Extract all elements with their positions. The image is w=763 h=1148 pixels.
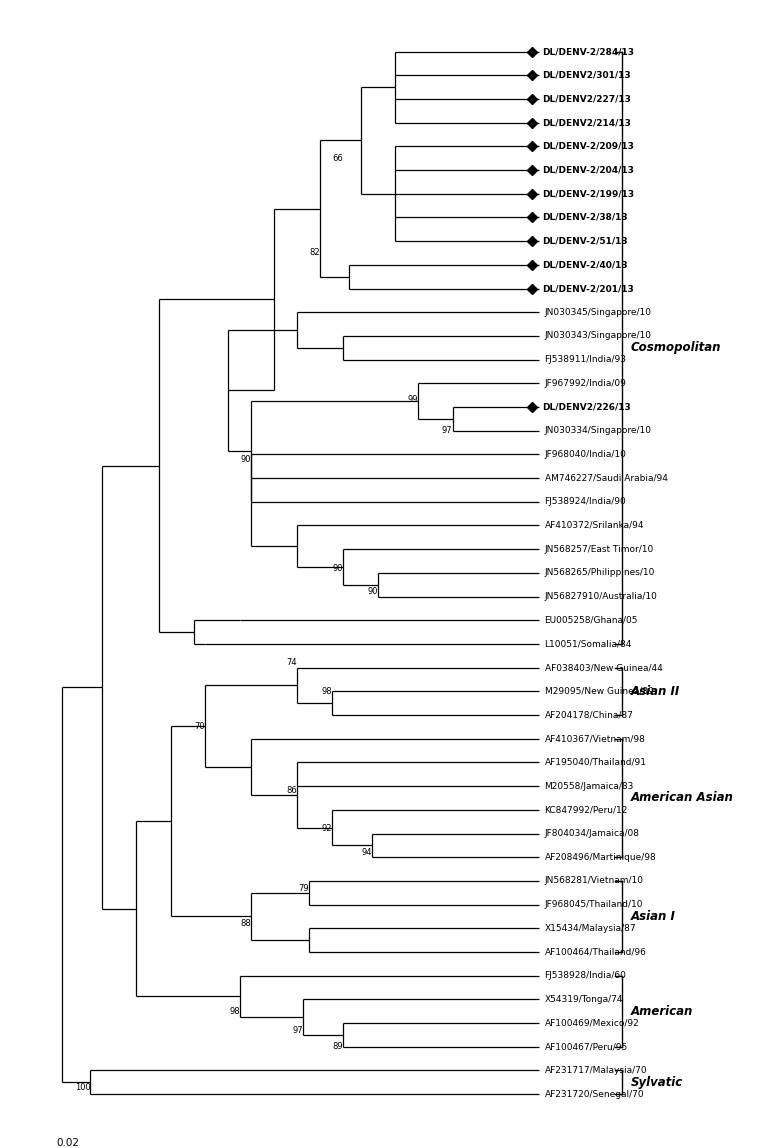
Text: DL/DENV-2/38/13: DL/DENV-2/38/13 bbox=[542, 212, 627, 222]
Text: JN568265/Philippines/10: JN568265/Philippines/10 bbox=[545, 568, 655, 577]
Text: 66: 66 bbox=[333, 154, 343, 163]
Text: JF967992/India/09: JF967992/India/09 bbox=[545, 379, 626, 388]
Text: 90: 90 bbox=[333, 564, 343, 573]
Text: DL/DENV-2/40/13: DL/DENV-2/40/13 bbox=[542, 261, 627, 270]
Text: EU005258/Ghana/05: EU005258/Ghana/05 bbox=[545, 615, 638, 625]
Text: 98: 98 bbox=[229, 1007, 240, 1016]
Text: L10051/Somalia/84: L10051/Somalia/84 bbox=[545, 639, 632, 649]
Text: Asian II: Asian II bbox=[631, 685, 680, 698]
Text: FJ538911/India/93: FJ538911/India/93 bbox=[545, 355, 626, 364]
Text: M29095/New Guinea/89: M29095/New Guinea/89 bbox=[545, 687, 653, 696]
Text: AF231720/Senegal/70: AF231720/Senegal/70 bbox=[545, 1089, 644, 1099]
Text: JF804034/Jamaica/08: JF804034/Jamaica/08 bbox=[545, 829, 639, 838]
Text: JN568281/Vietnam/10: JN568281/Vietnam/10 bbox=[545, 876, 643, 885]
Text: 92: 92 bbox=[321, 824, 332, 833]
Text: AM746227/Saudi Arabia/94: AM746227/Saudi Arabia/94 bbox=[545, 474, 668, 482]
Text: Cosmopolitan: Cosmopolitan bbox=[631, 341, 721, 355]
Text: 99: 99 bbox=[407, 395, 418, 404]
Text: 98: 98 bbox=[321, 687, 332, 696]
Text: AF231717/Malaysia/70: AF231717/Malaysia/70 bbox=[545, 1066, 647, 1075]
Text: DL/DENV2/301/13: DL/DENV2/301/13 bbox=[542, 71, 630, 79]
Text: 97: 97 bbox=[292, 1025, 303, 1034]
Text: DL/DENV-2/204/13: DL/DENV-2/204/13 bbox=[542, 165, 633, 174]
Text: AF195040/Thailand/91: AF195040/Thailand/91 bbox=[545, 758, 646, 767]
Text: DL/DENV2/214/13: DL/DENV2/214/13 bbox=[542, 118, 630, 127]
Text: DL/DENV-2/51/13: DL/DENV-2/51/13 bbox=[542, 236, 627, 246]
Text: JN568257/East Timor/10: JN568257/East Timor/10 bbox=[545, 544, 654, 553]
Text: AF100469/Mexico/92: AF100469/Mexico/92 bbox=[545, 1018, 639, 1027]
Text: 100: 100 bbox=[75, 1083, 90, 1092]
Text: DL/DENV2/226/13: DL/DENV2/226/13 bbox=[542, 403, 630, 411]
Text: JN030334/Singapore/10: JN030334/Singapore/10 bbox=[545, 426, 652, 435]
Text: 90: 90 bbox=[241, 455, 251, 464]
Text: DL/DENV-2/284/13: DL/DENV-2/284/13 bbox=[542, 47, 633, 56]
Text: AF410367/Vietnam/98: AF410367/Vietnam/98 bbox=[545, 735, 645, 743]
Text: M20558/Jamaica/83: M20558/Jamaica/83 bbox=[545, 782, 634, 791]
Text: JF968040/India/10: JF968040/India/10 bbox=[545, 450, 626, 459]
Text: 86: 86 bbox=[287, 786, 298, 796]
Text: 79: 79 bbox=[298, 884, 309, 892]
Text: 0.02: 0.02 bbox=[56, 1138, 79, 1148]
Text: DL/DENV-2/209/13: DL/DENV-2/209/13 bbox=[542, 142, 633, 150]
Text: 70: 70 bbox=[195, 722, 205, 731]
Text: JN030343/Singapore/10: JN030343/Singapore/10 bbox=[545, 332, 652, 341]
Text: AF100464/Thailand/96: AF100464/Thailand/96 bbox=[545, 947, 646, 956]
Text: 97: 97 bbox=[442, 426, 452, 435]
Text: 88: 88 bbox=[240, 920, 251, 928]
Text: AF100467/Peru/95: AF100467/Peru/95 bbox=[545, 1042, 628, 1052]
Text: Asian I: Asian I bbox=[631, 910, 675, 923]
Text: 89: 89 bbox=[333, 1042, 343, 1052]
Text: American Asian: American Asian bbox=[631, 791, 734, 805]
Text: DL/DENV2/227/13: DL/DENV2/227/13 bbox=[542, 94, 630, 103]
Text: KC847992/Peru/12: KC847992/Peru/12 bbox=[545, 805, 628, 814]
Text: AF208496/Martinique/98: AF208496/Martinique/98 bbox=[545, 853, 656, 862]
Text: JF968045/Thailand/10: JF968045/Thailand/10 bbox=[545, 900, 643, 909]
Text: X54319/Tonga/74: X54319/Tonga/74 bbox=[545, 995, 623, 1003]
Text: 94: 94 bbox=[362, 848, 372, 856]
Text: DL/DENV-2/201/13: DL/DENV-2/201/13 bbox=[542, 284, 633, 293]
Text: FJ538924/India/90: FJ538924/India/90 bbox=[545, 497, 626, 506]
Text: X15434/Malaysia/87: X15434/Malaysia/87 bbox=[545, 924, 636, 933]
Text: FJ538928/India/60: FJ538928/India/60 bbox=[545, 971, 626, 980]
Text: AF410372/Srilanka/94: AF410372/Srilanka/94 bbox=[545, 521, 644, 530]
Text: Sylvatic: Sylvatic bbox=[631, 1076, 683, 1088]
Text: DL/DENV-2/199/13: DL/DENV-2/199/13 bbox=[542, 189, 634, 199]
Text: 82: 82 bbox=[310, 248, 320, 257]
Text: JN030345/Singapore/10: JN030345/Singapore/10 bbox=[545, 308, 652, 317]
Text: American: American bbox=[631, 1004, 693, 1018]
Text: AF038403/New Guinea/44: AF038403/New Guinea/44 bbox=[545, 664, 662, 672]
Text: JN56827910/Australia/10: JN56827910/Australia/10 bbox=[545, 592, 658, 602]
Text: 74: 74 bbox=[287, 659, 298, 667]
Text: AF204178/China/87: AF204178/China/87 bbox=[545, 711, 633, 720]
Text: 90: 90 bbox=[367, 588, 378, 596]
